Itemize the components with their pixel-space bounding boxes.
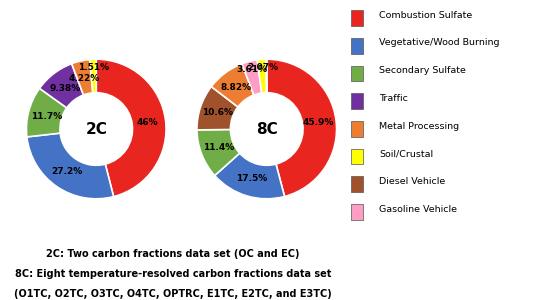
Wedge shape [72,59,93,95]
Wedge shape [211,64,254,107]
Wedge shape [90,59,96,93]
Wedge shape [197,130,240,176]
Text: 3.61%: 3.61% [236,65,267,74]
Text: 2C: 2C [85,122,107,136]
Text: 27.2%: 27.2% [51,167,82,176]
Text: Metal Processing: Metal Processing [379,122,459,130]
Text: 8.82%: 8.82% [221,83,251,92]
Bar [350,121,362,137]
Text: Traffic: Traffic [379,94,408,103]
Text: Soil/Crustal: Soil/Crustal [379,149,433,158]
Text: 46%: 46% [137,118,158,127]
Wedge shape [197,87,238,130]
Bar [350,204,362,220]
Text: Vegetative/Wood Burning: Vegetative/Wood Burning [379,38,499,47]
Wedge shape [27,133,114,199]
Text: 4.22%: 4.22% [69,74,100,83]
Text: 11.7%: 11.7% [31,112,62,121]
Wedge shape [257,59,267,93]
Bar [350,149,362,164]
Text: 8C: Eight temperature-resolved carbon fractions data set: 8C: Eight temperature-resolved carbon fr… [15,269,332,279]
Text: 2C: Two carbon fractions data set (OC and EC): 2C: Two carbon fractions data set (OC an… [47,249,300,259]
Bar [350,93,362,109]
Text: Secondary Sulfate: Secondary Sulfate [379,66,466,75]
Text: 2.07%: 2.07% [247,63,278,72]
Text: 10.6%: 10.6% [202,108,233,117]
Text: Diesel Vehicle: Diesel Vehicle [379,177,446,186]
Text: 17.5%: 17.5% [236,174,267,183]
Text: 9.38%: 9.38% [49,83,80,92]
Text: 8C: 8C [256,122,278,136]
Wedge shape [242,60,262,95]
Wedge shape [214,153,284,199]
Text: Gasoline Vehicle: Gasoline Vehicle [379,205,457,214]
Bar [350,65,362,81]
Wedge shape [267,59,337,196]
Wedge shape [40,64,84,108]
Text: 1.51%: 1.51% [78,63,109,72]
Text: 11.4%: 11.4% [203,143,234,152]
Text: (O1TC, O2TC, O3TC, O4TC, OPTRC, E1TC, E2TC, and E3TC): (O1TC, O2TC, O3TC, O4TC, OPTRC, E1TC, E2… [14,289,332,299]
Wedge shape [96,59,166,196]
Bar [350,10,362,26]
Text: 45.9%: 45.9% [302,118,334,127]
Bar [350,176,362,192]
Bar [350,38,362,53]
Wedge shape [26,88,67,137]
Text: Combustion Sulfate: Combustion Sulfate [379,11,472,20]
